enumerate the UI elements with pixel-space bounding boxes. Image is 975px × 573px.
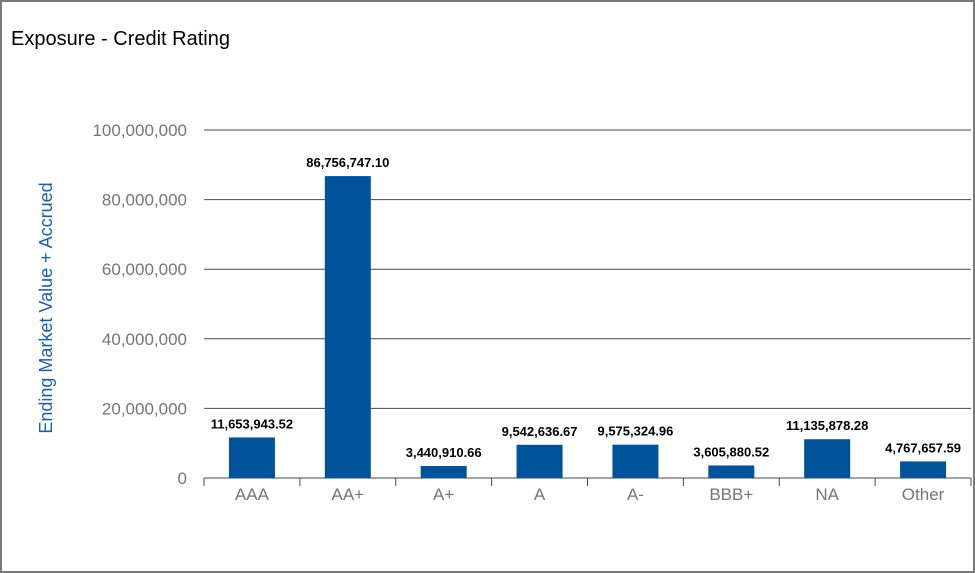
bar: [324, 176, 371, 478]
x-tick-label: BBB+: [709, 485, 753, 504]
y-tick-label: 40,000,000: [102, 330, 187, 349]
x-tick-label: A-: [627, 485, 644, 504]
chart-title: Exposure - Credit Rating: [11, 28, 230, 50]
x-tick-label: AA+: [332, 485, 365, 504]
bar: [708, 465, 755, 478]
x-tick-label: AAA: [235, 485, 270, 504]
bar-value-label: 11,653,943.52: [211, 416, 293, 431]
y-tick-label: 80,000,000: [102, 191, 187, 210]
y-tick-label: 60,000,000: [102, 260, 187, 279]
bar: [804, 439, 851, 478]
x-tick-label: A: [534, 485, 546, 504]
x-tick-label: A+: [433, 485, 454, 504]
bar-value-label: 9,542,636.67: [502, 424, 578, 439]
x-tick-label: NA: [815, 485, 839, 504]
y-tick-label: 0: [178, 469, 187, 488]
bar-value-label: 9,575,324.96: [597, 424, 673, 439]
bar-value-label: 3,440,910.66: [406, 445, 482, 460]
bar: [612, 444, 659, 478]
bar: [420, 466, 467, 478]
x-tick-label: Other: [902, 485, 945, 504]
bar: [900, 461, 947, 478]
bar-value-label: 4,767,657.59: [885, 440, 961, 455]
y-tick-label: 100,000,000: [92, 121, 187, 140]
bar-value-label: 86,756,747.10: [306, 155, 389, 170]
bar-value-label: 11,135,878.28: [786, 418, 868, 433]
bar: [516, 444, 563, 478]
bar-value-label: 3,605,880.52: [693, 444, 769, 459]
y-tick-label: 20,000,000: [102, 399, 187, 418]
bar: [228, 437, 275, 478]
y-axis-label: Ending Market Value + Accrued: [36, 182, 56, 433]
